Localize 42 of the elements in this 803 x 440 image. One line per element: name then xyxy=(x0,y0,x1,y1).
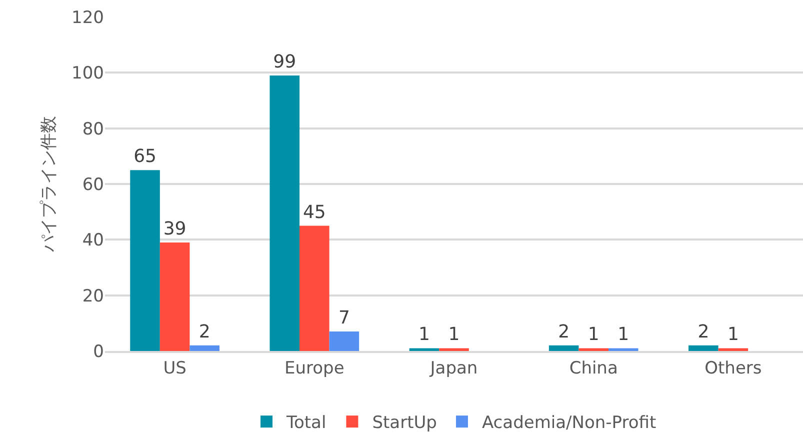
bar xyxy=(160,242,190,351)
bar xyxy=(608,348,638,351)
data-label: 39 xyxy=(163,218,186,240)
data-label: 1 xyxy=(418,324,430,346)
legend-label: StartUp xyxy=(372,413,437,434)
data-label: 2 xyxy=(698,321,710,342)
legend-label: Total xyxy=(286,413,326,434)
data-label: 1 xyxy=(618,324,630,346)
y-tick-label: 0 xyxy=(93,342,104,362)
y-axis-title: パイプライン件数 xyxy=(39,116,60,253)
bar xyxy=(190,345,220,351)
data-label: 1 xyxy=(727,324,739,346)
data-label: 7 xyxy=(338,308,350,329)
y-tick-label: 80 xyxy=(82,119,104,140)
x-tick-label: Japan xyxy=(429,358,478,378)
x-tick-label: China xyxy=(569,358,618,378)
bar xyxy=(409,348,440,351)
data-label: 99 xyxy=(273,51,296,72)
data-label: 65 xyxy=(134,146,156,168)
bar xyxy=(688,345,718,351)
x-tick-label: US xyxy=(163,358,186,378)
bar xyxy=(718,348,748,351)
data-label: 1 xyxy=(448,324,460,346)
data-label: 2 xyxy=(198,321,210,342)
data-label: 2 xyxy=(558,321,570,342)
y-tick-label: 20 xyxy=(82,286,104,306)
bar xyxy=(439,348,469,351)
bar xyxy=(130,170,160,351)
bar xyxy=(300,226,330,351)
data-label: 45 xyxy=(302,202,326,223)
data-label: 1 xyxy=(588,324,600,346)
y-tick-label: 120 xyxy=(72,8,104,28)
y-tick-label: 40 xyxy=(82,230,104,251)
x-tick-label: Others xyxy=(704,358,762,378)
bar xyxy=(578,348,608,351)
bar xyxy=(329,332,360,351)
bar xyxy=(548,345,579,351)
y-tick-label: 60 xyxy=(82,174,104,195)
x-tick-label: Europe xyxy=(284,358,344,378)
y-tick-label: 100 xyxy=(72,64,104,84)
legend-label: Academia/Non-Profit xyxy=(482,413,656,434)
bar xyxy=(270,75,300,351)
